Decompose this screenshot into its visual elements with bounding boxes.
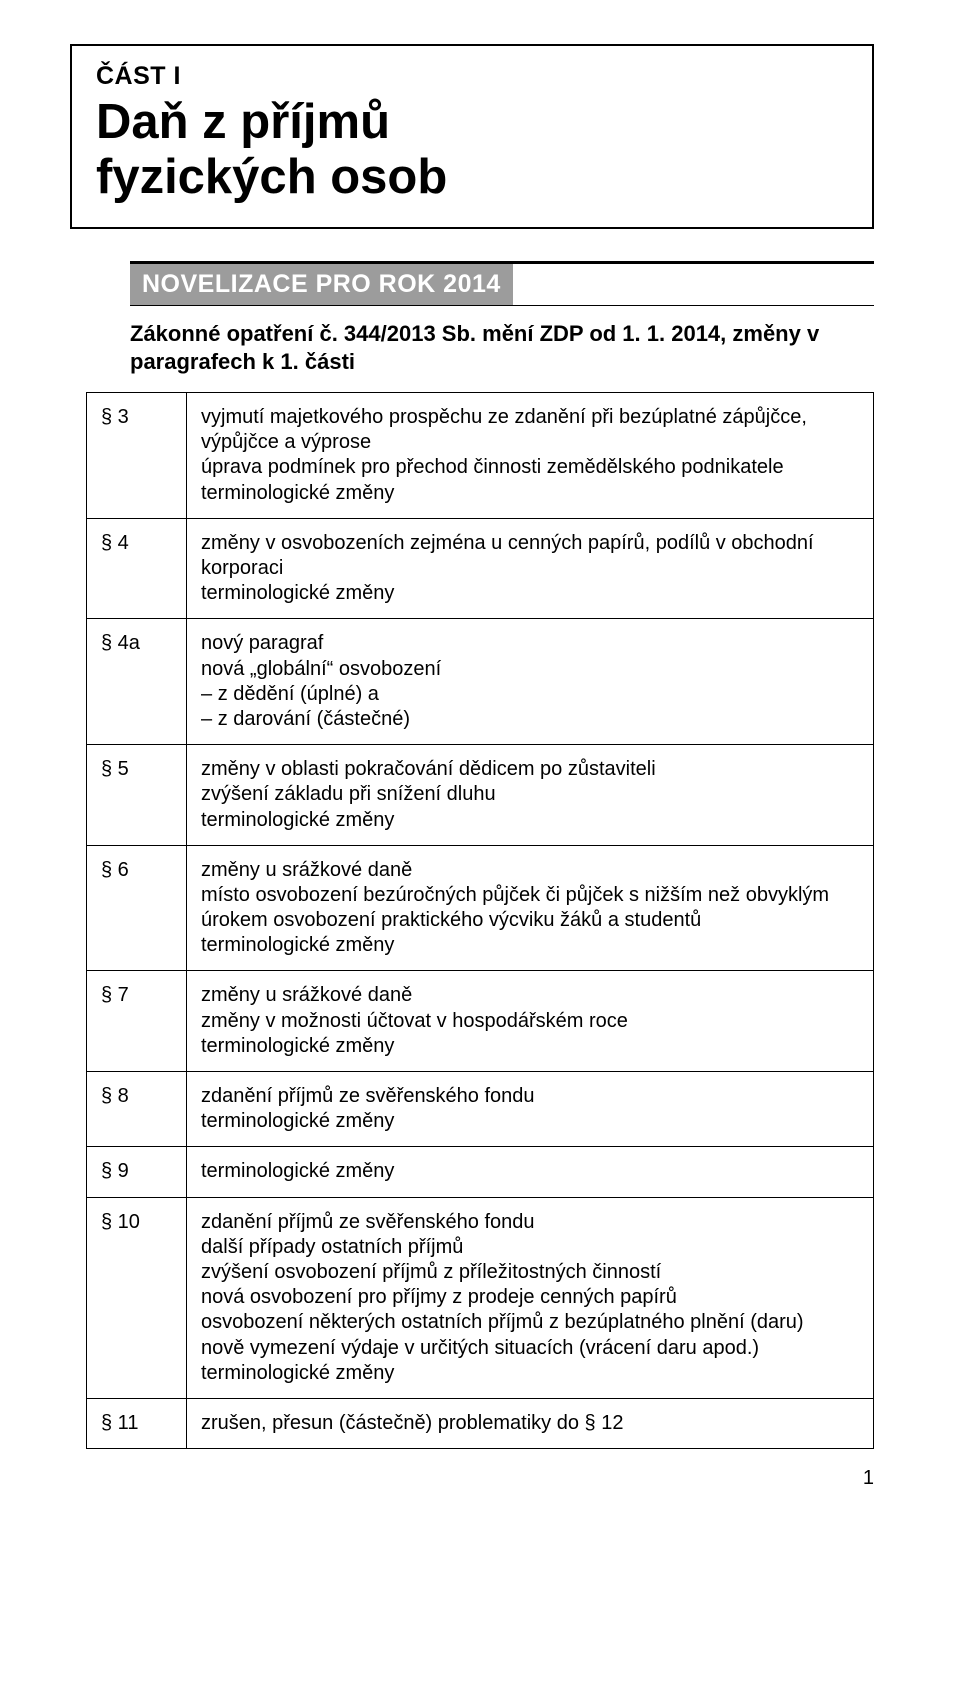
subheading: Zákonné opatření č. 344/2013 Sb. mění ZD… <box>130 320 874 376</box>
section-label: § 9 <box>87 1147 187 1197</box>
section-label: § 4a <box>87 619 187 745</box>
description-line: terminologické změny <box>201 581 859 606</box>
table-row: § 9 terminologické změny <box>87 1147 874 1197</box>
title-box: ČÁST I Daň z příjmů fyzických osob <box>70 44 874 229</box>
section-description: zdanění příjmů ze svěřenského fondudalší… <box>187 1197 874 1398</box>
section-label: § 5 <box>87 745 187 846</box>
page-number: 1 <box>86 1467 874 1490</box>
section-label: § 4 <box>87 518 187 619</box>
description-line: vyjmutí majetkového prospěchu ze zdanění… <box>201 405 859 455</box>
part-name-line1: Daň z příjmů <box>96 95 390 149</box>
page: ČÁST I Daň z příjmů fyzických osob NOVEL… <box>0 0 960 1522</box>
description-line: místo osvobození bezúročných půjček či p… <box>201 883 859 933</box>
description-line: zdanění příjmů ze svěřenského fondu <box>201 1210 859 1235</box>
description-line: nová „globální“ osvobození <box>201 657 859 682</box>
novelizace-heading: NOVELIZACE PRO ROK 2014 <box>130 264 513 305</box>
description-line: změny v možnosti účtovat v hospodářském … <box>201 1009 859 1034</box>
table-row: § 10zdanění příjmů ze svěřenského fondud… <box>87 1197 874 1398</box>
description-line: zvýšení základu při snížení dluhu <box>201 782 859 807</box>
part-label: ČÁST I <box>96 62 848 91</box>
description-line: změny u srážkové daně <box>201 983 859 1008</box>
table-row: § 3 vyjmutí majetkového prospěchu ze zdan… <box>87 393 874 519</box>
section-description: změny v osvobozeních zejména u cenných p… <box>187 518 874 619</box>
table-row: § 5 změny v oblasti pokračování dědicem p… <box>87 745 874 846</box>
section-label: § 3 <box>87 393 187 519</box>
description-line: terminologické změny <box>201 808 859 833</box>
table-row: § 4anový paragrafnová „globální“ osvoboz… <box>87 619 874 745</box>
description-line: úprava podmínek pro přechod činnosti zem… <box>201 455 859 480</box>
section-description: zdanění příjmů ze svěřenského fondutermi… <box>187 1072 874 1147</box>
description-line: změny v oblasti pokračování dědicem po z… <box>201 757 859 782</box>
table-row: § 8zdanění příjmů ze svěřenského fondute… <box>87 1072 874 1147</box>
description-line: zrušen, přesun (částečně) problematiky d… <box>201 1411 859 1436</box>
section-label: § 10 <box>87 1197 187 1398</box>
novelizace-bottom-rule <box>130 305 874 306</box>
section-label: § 7 <box>87 971 187 1072</box>
description-line: zvýšení osvobození příjmů z příležitostn… <box>201 1260 859 1285</box>
dash-item: z darování (částečné) <box>201 707 859 732</box>
description-line: zdanění příjmů ze svěřenského fondu <box>201 1084 859 1109</box>
table-row: § 7změny u srážkové danězměny v možnosti… <box>87 971 874 1072</box>
description-line: nově vymezení výdaje v určitých situacíc… <box>201 1336 859 1361</box>
description-line: změny v osvobozeních zejména u cenných p… <box>201 531 859 581</box>
section-description: zrušen, přesun (částečně) problematiky d… <box>187 1398 874 1448</box>
description-line: terminologické změny <box>201 1361 859 1386</box>
description-line: terminologické změny <box>201 1034 859 1059</box>
description-line: osvobození některých ostatních příjmů z … <box>201 1310 859 1335</box>
section-label: § 11 <box>87 1398 187 1448</box>
part-name-line2: fyzických osob <box>96 150 447 204</box>
part-name: Daň z příjmů fyzických osob <box>96 95 848 205</box>
novelizace-bar: NOVELIZACE PRO ROK 2014 <box>130 261 874 306</box>
description-line: další případy ostatních příjmů <box>201 1235 859 1260</box>
description-line: terminologické změny <box>201 1159 859 1184</box>
table-row: § 6změny u srážkové daněmísto osvobození… <box>87 845 874 971</box>
section-description: terminologické změny <box>187 1147 874 1197</box>
section-description: změny u srážkové daněmísto osvobození be… <box>187 845 874 971</box>
description-line: změny u srážkové daně <box>201 858 859 883</box>
dash-item: z dědění (úplné) a <box>201 682 859 707</box>
description-line: terminologické změny <box>201 1109 859 1134</box>
section-description: změny u srážkové danězměny v možnosti úč… <box>187 971 874 1072</box>
section-description: nový paragrafnová „globální“ osvobozeníz… <box>187 619 874 745</box>
description-line: nová osvobození pro příjmy z prodeje cen… <box>201 1285 859 1310</box>
description-line: nový paragraf <box>201 631 859 656</box>
table-row: § 4 změny v osvobozeních zejména u cennýc… <box>87 518 874 619</box>
description-line: terminologické změny <box>201 933 859 958</box>
table-row: § 11 zrušen, přesun (částečně) problemati… <box>87 1398 874 1448</box>
dash-list: z dědění (úplné) az darování (částečné) <box>201 682 859 732</box>
section-description: změny v oblasti pokračování dědicem po z… <box>187 745 874 846</box>
section-description: vyjmutí majetkového prospěchu ze zdanění… <box>187 393 874 519</box>
section-label: § 6 <box>87 845 187 971</box>
section-label: § 8 <box>87 1072 187 1147</box>
description-line: terminologické změny <box>201 481 859 506</box>
sections-table: § 3 vyjmutí majetkového prospěchu ze zdan… <box>86 392 874 1449</box>
